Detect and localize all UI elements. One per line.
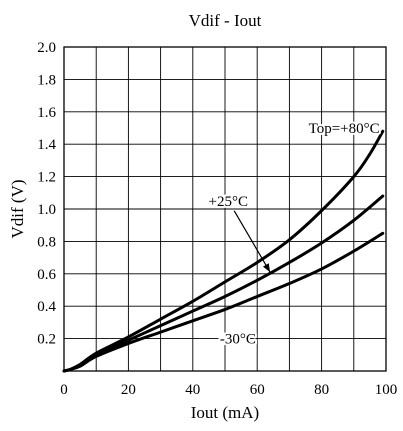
annotations: Top=+80°C +25°C -30°C	[206, 119, 381, 350]
y-tick-label: 1.2	[37, 170, 56, 186]
annotation-label: Top=+80°C	[309, 121, 380, 137]
series-lines	[62, 129, 385, 373]
y-tick-label: 0.4	[37, 299, 56, 315]
y-tick-label: 1.4	[37, 137, 56, 153]
x-tick-label: 60	[250, 382, 265, 398]
y-tick-label: 0.2	[37, 332, 56, 348]
grid	[64, 47, 386, 371]
y-tick-label: 0.8	[37, 234, 56, 250]
annotation-arrowhead	[262, 263, 271, 273]
x-tick-label: 20	[121, 382, 136, 398]
x-tick-label: 40	[185, 382, 200, 398]
annotation-arrow-line	[233, 210, 271, 273]
x-tick-label: 100	[375, 382, 398, 398]
y-tick-label: 0.6	[37, 267, 56, 283]
y-tick-label: 1.0	[37, 202, 56, 218]
y-tick-label: 1.6	[37, 105, 56, 121]
x-axis-label: Iout (mA)	[191, 403, 259, 422]
annotation-label: -30°C	[220, 331, 256, 347]
annotation-label: +25°C	[208, 194, 247, 210]
y-tick-label: 1.8	[37, 72, 56, 88]
x-tick-label: 0	[60, 382, 68, 398]
x-tick-label: 80	[314, 382, 329, 398]
y-axis-label: Vdif (V)	[8, 179, 27, 238]
plot-frame	[63, 46, 387, 372]
series-line-2	[62, 231, 385, 373]
y-tick-label: 2.0	[37, 40, 56, 56]
chart-title: Vdif - Iout	[189, 11, 262, 30]
tick-labels: 0 20 40 60 80 100 0.2 0.4 0.6 0.8 1.0 1.2 1.4 1.6 1.8 2…	[37, 40, 397, 398]
